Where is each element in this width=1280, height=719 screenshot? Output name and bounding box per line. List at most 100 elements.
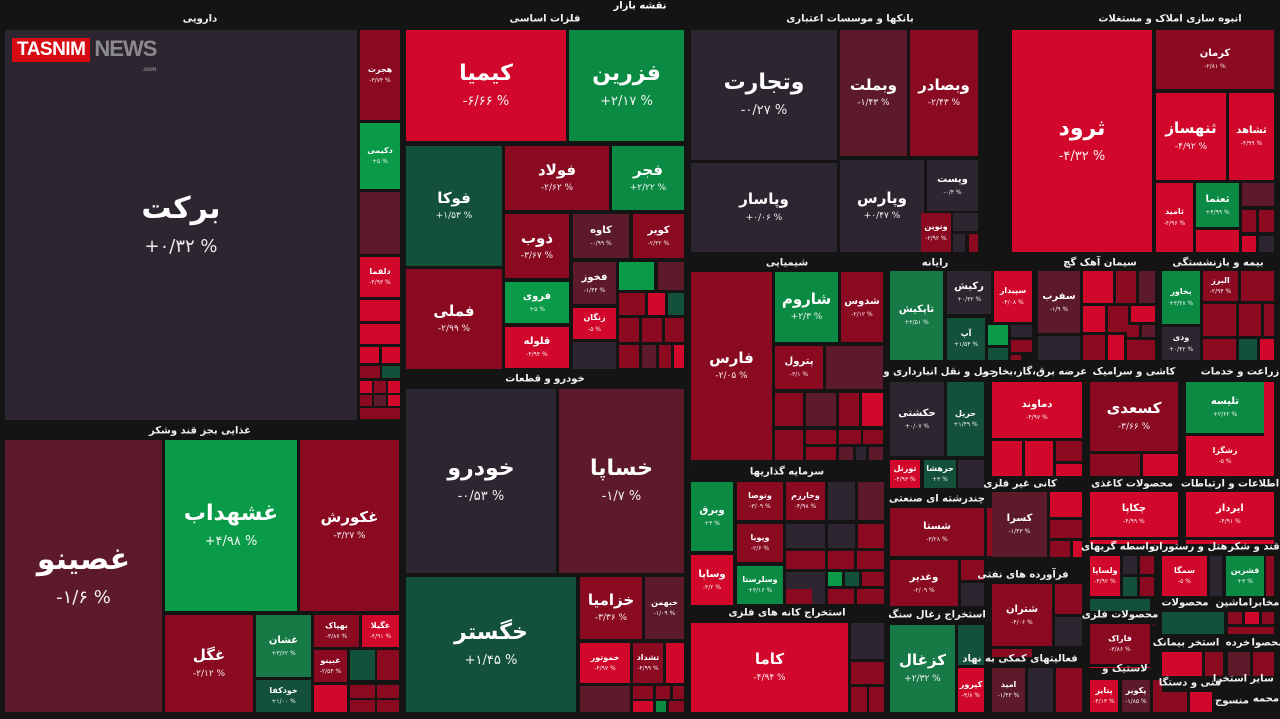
treemap-tile-unlabeled[interactable]: [1025, 441, 1053, 476]
treemap-tile[interactable]: برکت +۰/۳۲ %: [5, 30, 357, 420]
treemap-tile-unlabeled[interactable]: [1123, 577, 1137, 596]
treemap-tile-unlabeled[interactable]: [1083, 271, 1113, 303]
treemap-tile-unlabeled[interactable]: [1140, 577, 1154, 596]
treemap-tile[interactable]: غکورش -۳/۲۷ %: [300, 440, 399, 611]
treemap-tile[interactable]: ایرداز -۴/۹۱ %: [1186, 492, 1274, 537]
treemap-tile[interactable]: وتوصا -۳/۰۹ %: [737, 482, 783, 520]
treemap-tile[interactable]: وخارزم -۴/۹۸ %: [786, 482, 825, 520]
treemap-tile-unlabeled[interactable]: [1242, 183, 1274, 206]
treemap-tile[interactable]: خساپا -۱/۷ %: [559, 389, 684, 573]
treemap-tile-unlabeled[interactable]: [374, 381, 386, 393]
treemap-tile[interactable]: آپ +۱/۵۴ %: [947, 318, 985, 360]
treemap-tile-unlabeled[interactable]: [377, 700, 399, 712]
treemap-tile[interactable]: چکاپا -۴/۹۹ %: [1090, 492, 1178, 537]
treemap-tile[interactable]: وپارس +۰/۴۷ %: [840, 160, 924, 252]
treemap-tile[interactable]: فروی +۵ %: [505, 282, 569, 323]
treemap-tile[interactable]: وپست -۰/۴ %: [927, 160, 978, 211]
treemap-tile-unlabeled[interactable]: [1259, 236, 1274, 252]
treemap-tile-unlabeled[interactable]: [851, 662, 884, 684]
treemap-tile-unlabeled[interactable]: [350, 685, 375, 698]
treemap-tile-unlabeled[interactable]: [828, 482, 855, 520]
treemap-tile-unlabeled[interactable]: [1162, 692, 1187, 712]
treemap-tile-unlabeled[interactable]: [862, 393, 883, 426]
treemap-tile-unlabeled[interactable]: [851, 623, 884, 659]
treemap-tile-unlabeled[interactable]: [1241, 271, 1274, 301]
treemap-tile-unlabeled[interactable]: [573, 342, 616, 369]
treemap-tile[interactable]: فملی -۲/۹۹ %: [406, 269, 502, 369]
treemap-tile-unlabeled[interactable]: [1239, 304, 1261, 336]
treemap-tile[interactable]: کویر -۲/۳۲ %: [633, 214, 684, 258]
treemap-tile-unlabeled[interactable]: [786, 551, 825, 569]
treemap-tile-unlabeled[interactable]: [988, 325, 1008, 345]
treemap-tile-unlabeled[interactable]: [775, 393, 803, 426]
treemap-tile-unlabeled[interactable]: [1131, 306, 1155, 322]
treemap-tile[interactable]: سپیدار -۴/۰۸ %: [994, 271, 1032, 322]
treemap-tile-unlabeled[interactable]: [1190, 692, 1212, 712]
treemap-tile-unlabeled[interactable]: [806, 430, 836, 444]
treemap-tile-unlabeled[interactable]: [1239, 339, 1257, 360]
treemap-tile-unlabeled[interactable]: [775, 430, 803, 460]
treemap-tile-unlabeled[interactable]: [1262, 612, 1274, 624]
treemap-tile-unlabeled[interactable]: [1127, 340, 1155, 360]
treemap-tile-unlabeled[interactable]: [633, 686, 653, 699]
treemap-tile-unlabeled[interactable]: [1055, 584, 1082, 614]
treemap-tile-unlabeled[interactable]: [992, 649, 1032, 657]
treemap-tile[interactable]: غگل -۲/۱۲ %: [165, 615, 253, 712]
treemap-tile-unlabeled[interactable]: [360, 192, 400, 254]
treemap-tile-unlabeled[interactable]: [1162, 612, 1224, 634]
treemap-tile-unlabeled[interactable]: [1228, 652, 1250, 676]
treemap-tile-unlabeled[interactable]: [1260, 339, 1274, 360]
treemap-tile-unlabeled[interactable]: [665, 318, 684, 342]
treemap-tile[interactable]: خگستر +۱/۴۵ %: [406, 577, 576, 712]
treemap-tile[interactable]: فجر +۲/۲۲ %: [612, 146, 684, 210]
treemap-tile[interactable]: ولساپا -۴/۹۲ %: [1090, 556, 1120, 596]
treemap-tile-unlabeled[interactable]: [580, 686, 630, 712]
treemap-tile-unlabeled[interactable]: [1264, 304, 1274, 336]
treemap-tile-unlabeled[interactable]: [1139, 271, 1155, 303]
treemap-tile-unlabeled[interactable]: [1196, 230, 1239, 252]
treemap-tile[interactable]: تشداد -۴/۹۹ %: [633, 643, 663, 683]
treemap-tile-unlabeled[interactable]: [826, 346, 883, 389]
treemap-tile-unlabeled[interactable]: [642, 318, 662, 342]
treemap-tile-unlabeled[interactable]: [1140, 556, 1154, 574]
treemap-tile-unlabeled[interactable]: [786, 524, 825, 548]
treemap-tile[interactable]: کرمان -۲/۸۱ %: [1156, 30, 1274, 89]
treemap-tile-unlabeled[interactable]: [961, 560, 984, 580]
treemap-tile-unlabeled[interactable]: [1038, 336, 1080, 360]
treemap-tile-unlabeled[interactable]: [619, 262, 654, 290]
treemap-tile-unlabeled[interactable]: [806, 393, 836, 426]
treemap-tile-unlabeled[interactable]: [839, 430, 861, 444]
treemap-tile-unlabeled[interactable]: [863, 430, 883, 444]
treemap-tile[interactable]: غشان +۳/۶۲ %: [256, 615, 311, 677]
treemap-tile[interactable]: فزرین +۲/۱۷ %: [569, 30, 684, 141]
treemap-tile-unlabeled[interactable]: [669, 701, 684, 712]
treemap-tile[interactable]: قشرین +۳ %: [1226, 556, 1264, 596]
treemap-tile[interactable]: پترول -۳/۱ %: [775, 346, 823, 389]
treemap-tile[interactable]: زشگزا -۵ %: [1186, 436, 1264, 476]
treemap-tile[interactable]: خبهمن -۱/۰۹ %: [645, 577, 684, 639]
treemap-tile-unlabeled[interactable]: [828, 572, 842, 586]
treemap-tile-unlabeled[interactable]: [1011, 325, 1032, 337]
treemap-tile[interactable]: سمگا -۵ %: [1162, 556, 1207, 596]
treemap-tile-unlabeled[interactable]: [633, 701, 653, 712]
treemap-tile[interactable]: امید -۱/۴۳ %: [992, 668, 1025, 712]
treemap-tile[interactable]: البرز -۲/۹۴ %: [1203, 271, 1238, 301]
treemap-tile[interactable]: ودی +۰/۴۲ %: [1162, 327, 1200, 360]
treemap-tile-unlabeled[interactable]: [658, 262, 684, 290]
treemap-tile-unlabeled[interactable]: [388, 395, 400, 406]
treemap-tile[interactable]: حرهشا +۳ %: [924, 460, 956, 488]
treemap-tile-unlabeled[interactable]: [1123, 556, 1137, 574]
treemap-tile-unlabeled[interactable]: [314, 685, 347, 712]
treemap-tile[interactable]: وبملت -۱/۴۳ %: [840, 30, 907, 156]
treemap-tile[interactable]: فوکا +۱/۵۳ %: [406, 146, 502, 266]
treemap-tile-unlabeled[interactable]: [1228, 627, 1274, 634]
treemap-tile-unlabeled[interactable]: [360, 395, 372, 406]
treemap-tile-unlabeled[interactable]: [691, 464, 692, 465]
treemap-tile[interactable]: فارس -۲/۰۵ %: [691, 272, 772, 460]
treemap-tile[interactable]: ثرود -۴/۳۲ %: [1012, 30, 1152, 252]
treemap-tile[interactable]: خزامیا -۳/۳۶ %: [580, 577, 642, 639]
treemap-tile[interactable]: شتران -۴/۰۶ %: [992, 584, 1052, 646]
treemap-tile-unlabeled[interactable]: [1011, 355, 1021, 360]
treemap-tile-unlabeled[interactable]: [786, 589, 812, 604]
treemap-tile-unlabeled[interactable]: [1090, 454, 1140, 476]
